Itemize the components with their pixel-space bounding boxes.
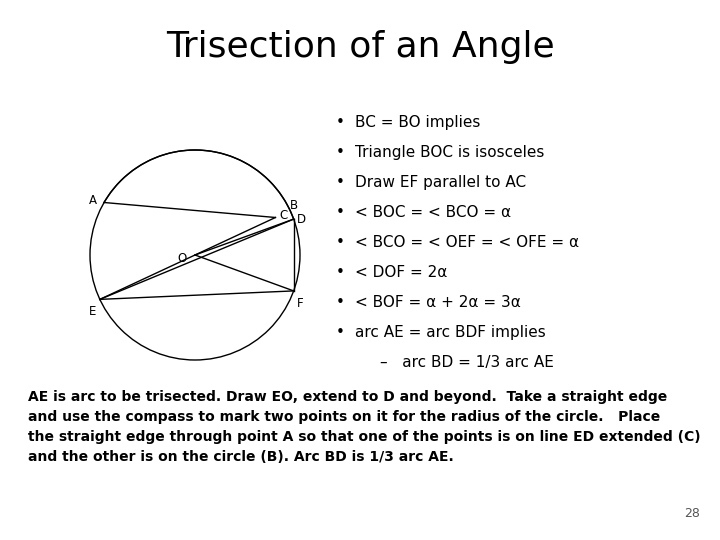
Text: C: C: [279, 209, 287, 222]
Text: Trisection of an Angle: Trisection of an Angle: [166, 30, 554, 64]
Text: B: B: [289, 199, 298, 212]
Text: F: F: [297, 296, 304, 309]
Text: O: O: [177, 252, 186, 265]
Text: BC = BO implies: BC = BO implies: [355, 115, 480, 130]
Text: •: •: [336, 205, 344, 220]
Text: •: •: [336, 235, 344, 250]
Text: < DOF = 2α: < DOF = 2α: [355, 265, 447, 280]
Text: 28: 28: [684, 507, 700, 520]
Text: < BOC = < BCO = α: < BOC = < BCO = α: [355, 205, 511, 220]
Text: •: •: [336, 325, 344, 340]
Text: arc AE = arc BDF implies: arc AE = arc BDF implies: [355, 325, 546, 340]
Text: < BOF = α + 2α = 3α: < BOF = α + 2α = 3α: [355, 295, 521, 310]
Text: •: •: [336, 295, 344, 310]
Text: D: D: [297, 213, 306, 226]
Text: •: •: [336, 145, 344, 160]
Text: E: E: [89, 305, 96, 318]
Text: •: •: [336, 115, 344, 130]
Text: Triangle BOC is isosceles: Triangle BOC is isosceles: [355, 145, 544, 160]
Text: •: •: [336, 175, 344, 190]
Text: Draw EF parallel to AC: Draw EF parallel to AC: [355, 175, 526, 190]
Text: < BCO = < OEF = < OFE = α: < BCO = < OEF = < OFE = α: [355, 235, 579, 250]
Text: –   arc BD = 1/3 arc AE: – arc BD = 1/3 arc AE: [380, 355, 554, 370]
Text: AE is arc to be trisected. Draw EO, extend to D and beyond.  Take a straight edg: AE is arc to be trisected. Draw EO, exte…: [28, 390, 701, 464]
Text: A: A: [89, 194, 97, 207]
Text: •: •: [336, 265, 344, 280]
